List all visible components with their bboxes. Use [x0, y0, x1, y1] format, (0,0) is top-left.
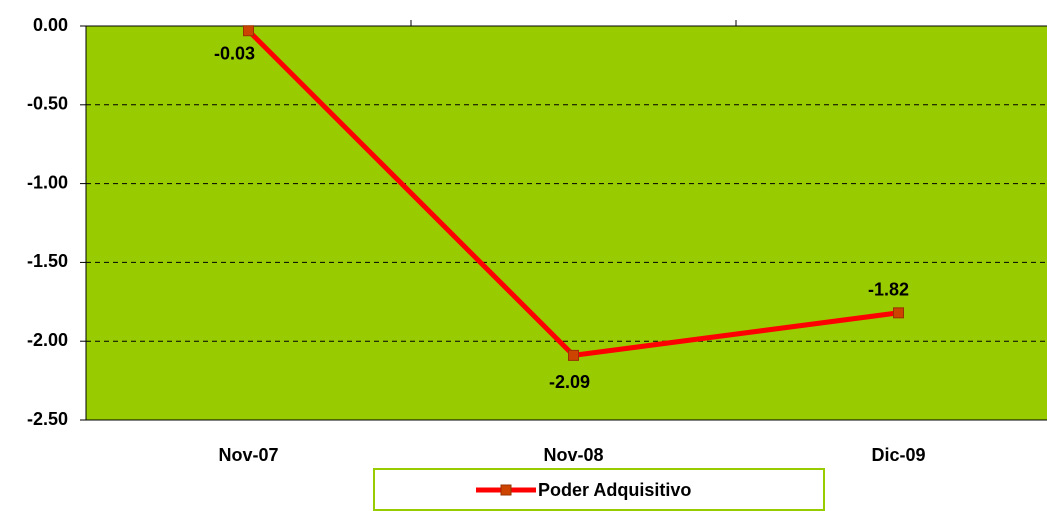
- marker: [568, 349, 579, 361]
- data-label: -1.82: [868, 280, 909, 300]
- legend-label: Poder Adquisitivo: [538, 480, 691, 500]
- y-tick-label: -0.50: [27, 94, 68, 114]
- y-tick-label: -1.50: [27, 251, 68, 271]
- plot-area: [86, 26, 1047, 420]
- legend-marker: [500, 484, 512, 496]
- x-tick-label: Nov-08: [543, 445, 603, 465]
- y-tick-label: -1.00: [27, 172, 68, 192]
- data-label: -0.03: [214, 43, 255, 63]
- legend-box: [373, 468, 825, 511]
- x-tick-label: Dic-09: [871, 445, 925, 465]
- y-tick-label: 0.00: [33, 15, 68, 35]
- marker: [243, 25, 254, 37]
- marker: [893, 307, 904, 319]
- y-tick-label: -2.00: [27, 330, 68, 350]
- data-label: -2.09: [549, 372, 590, 392]
- y-tick-label: -2.50: [27, 409, 68, 429]
- x-tick-label: Nov-07: [218, 445, 278, 465]
